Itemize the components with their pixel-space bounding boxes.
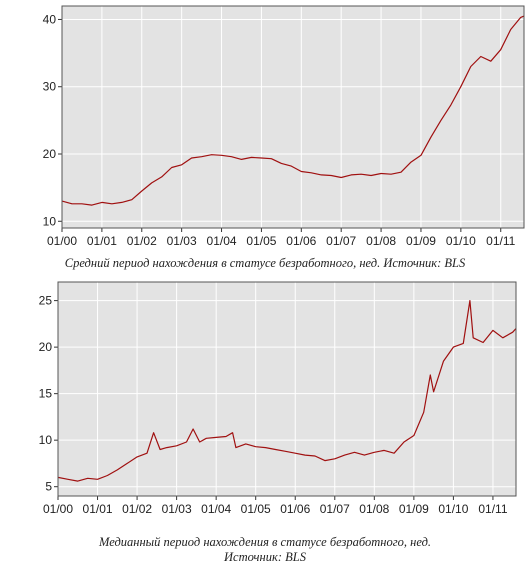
x-tick-label: 01/11 — [486, 234, 515, 248]
y-tick-label: 20 — [43, 147, 57, 161]
x-tick-label: 01/05 — [246, 234, 276, 248]
x-tick-label: 01/07 — [326, 234, 356, 248]
series-line — [61, 15, 525, 206]
plot-area — [61, 5, 525, 229]
x-tick-label: 01/06 — [286, 234, 316, 248]
y-tick-label: 30 — [43, 80, 57, 94]
x-tick-label: 01/08 — [366, 234, 396, 248]
median-caption-line1: Медианный период нахождения в статусе бе… — [98, 535, 432, 549]
x-tick-label: 01/02 — [122, 502, 152, 516]
plot-area — [57, 281, 517, 497]
y-tick-label: 10 — [43, 214, 57, 228]
median-duration-chart: 01/00 01/01 01/02 01/03 01/04 01/05 01/06 01/07… — [39, 281, 517, 516]
x-tick-label: 01/09 — [406, 234, 436, 248]
x-tick-label: 01/04 — [207, 234, 237, 248]
x-tick-label: 01/01 — [87, 234, 117, 248]
y-tick-label: 40 — [43, 12, 57, 26]
y-tick-label: 5 — [45, 480, 52, 494]
x-tick-label: 01/08 — [359, 502, 389, 516]
x-tick-label: 01/10 — [446, 234, 476, 248]
average-duration-chart: 01/00 01/01 01/02 01/03 01/04 01/05 01/06 01/07… — [43, 5, 525, 248]
y-tick-label: 20 — [39, 340, 53, 354]
x-tick-label: 01/06 — [280, 502, 310, 516]
x-tick-label: 01/03 — [167, 234, 197, 248]
x-tick-label: 01/03 — [162, 502, 192, 516]
y-tick-label: 25 — [39, 294, 53, 308]
x-tick-label: 01/01 — [83, 502, 113, 516]
y-tick-label: 10 — [39, 433, 53, 447]
y-tick-label: 15 — [39, 387, 53, 401]
plot-frame — [61, 5, 525, 229]
plot-frame — [57, 281, 517, 497]
series-line — [57, 300, 517, 482]
x-tick-label: 01/05 — [241, 502, 271, 516]
x-tick-label: 01/00 — [47, 234, 77, 248]
x-tick-label: 01/02 — [127, 234, 157, 248]
x-tick-label: 01/09 — [399, 502, 429, 516]
x-tick-label: 01/11 — [478, 502, 507, 516]
average-duration-caption: Средний период нахождения в статусе безр… — [64, 256, 466, 270]
median-duration-caption: Медианный период нахождения в статусе бе… — [0, 535, 530, 565]
x-tick-label: 01/10 — [438, 502, 468, 516]
x-tick-label: 01/04 — [201, 502, 231, 516]
median-caption-line2: Источник: BLS — [224, 550, 306, 564]
x-tick-label: 01/00 — [43, 502, 73, 516]
x-tick-label: 01/07 — [320, 502, 350, 516]
